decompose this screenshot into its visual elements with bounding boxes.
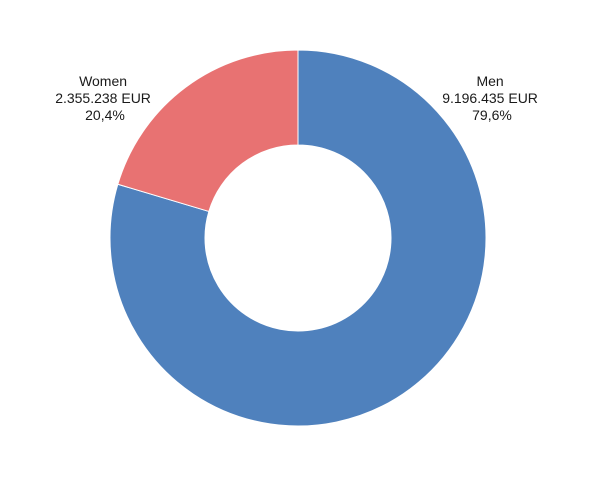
slice-label-men-percent: 79,6% (472, 107, 512, 123)
slice-label-women: Women 2.355.238 EUR 20,4% (55, 73, 155, 123)
slice-label-women-percent: 20,4% (85, 107, 125, 123)
slice-label-women-value: 2.355.238 EUR (55, 90, 151, 106)
slice-label-men-value: 9.196.435 EUR (442, 90, 538, 106)
slice-label-men-name: Men (476, 73, 503, 89)
donut-hole (205, 145, 391, 331)
slice-label-men: Men 9.196.435 EUR 79,6% (442, 73, 542, 123)
slice-label-women-name: Women (79, 73, 127, 89)
